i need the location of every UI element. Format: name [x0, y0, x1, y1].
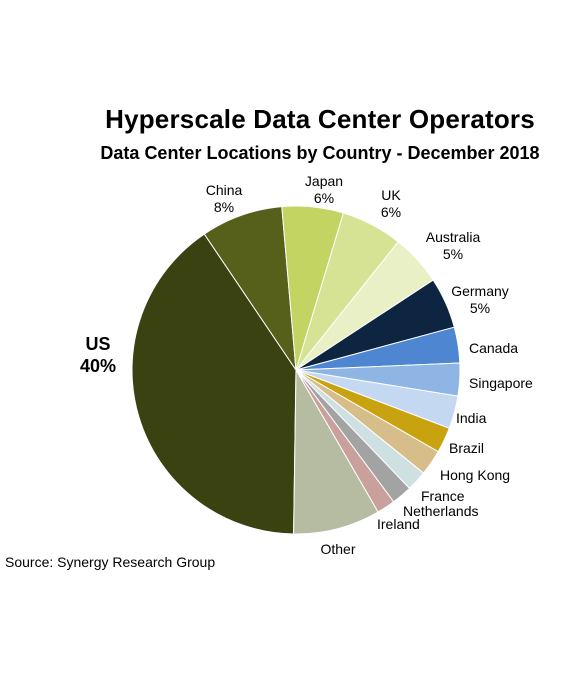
slice-label-other: Other [320, 541, 355, 557]
slice-label-singapore: Singapore [469, 375, 533, 391]
slice-label-hong-kong: Hong Kong [440, 467, 510, 483]
slice-label-france: France [421, 488, 465, 504]
source-note: Source: Synergy Research Group [5, 554, 216, 570]
slice-label-japan: Japan 6% [305, 173, 343, 206]
chart-subtitle: Data Center Locations by Country - Decem… [100, 143, 540, 163]
pie-slice-other [293, 368, 379, 535]
slice-label-canada: Canada [469, 340, 518, 356]
slice-label-india: India [456, 410, 487, 426]
slice-label-ireland: Ireland [377, 516, 420, 532]
slice-label-australia: Australia 5% [426, 229, 481, 262]
slice-label-us: US 40% [80, 334, 116, 376]
chart-title: Hyperscale Data Center Operators [105, 104, 535, 134]
slice-label-netherlands: Netherlands [403, 503, 479, 519]
slice-label-uk: UK 6% [381, 187, 402, 220]
slice-label-germany: Germany 5% [451, 283, 509, 316]
pie-slice-us [131, 233, 297, 535]
slice-label-china: China 8% [206, 182, 243, 215]
slice-label-brazil: Brazil [449, 440, 484, 456]
